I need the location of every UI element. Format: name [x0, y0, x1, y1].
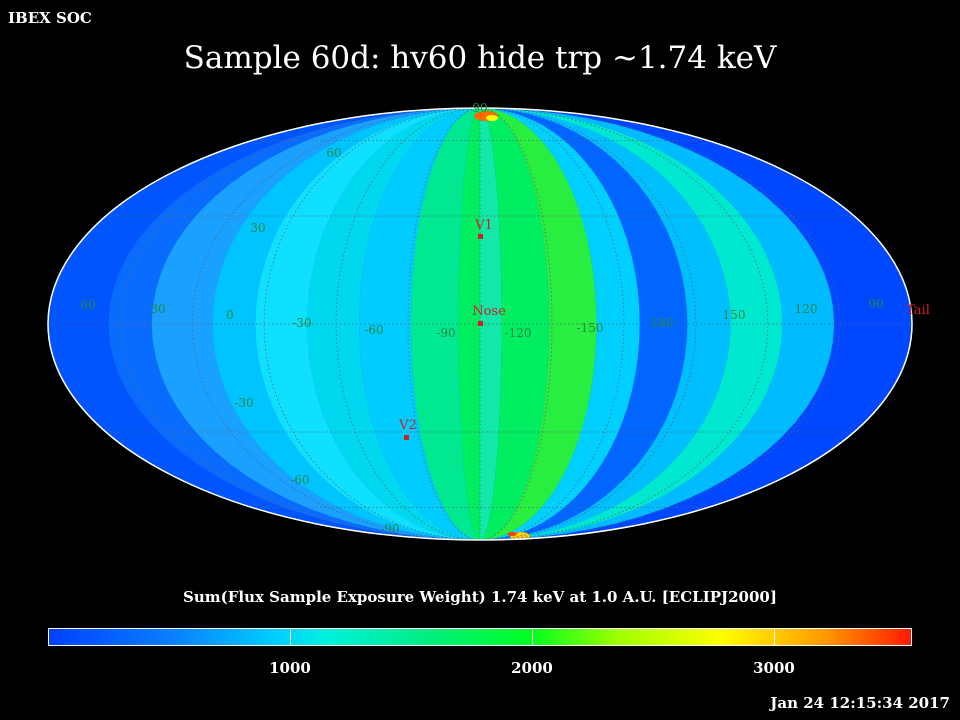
flux-band	[48, 108, 480, 540]
lon-label-neg150: -150	[577, 321, 604, 335]
colorbar	[48, 628, 912, 646]
lat-label-90: 90	[472, 101, 487, 115]
page-title: Sample 60d: hv60 hide trp ~1.74 keV	[183, 40, 777, 76]
lat-label-neg90: -90	[380, 522, 399, 536]
lon-label-30: 30	[150, 302, 165, 316]
colorbar-tick-1000	[290, 628, 291, 646]
flux-band	[480, 108, 597, 540]
flux-band	[480, 108, 835, 540]
lon-label-neg90: -90	[436, 326, 455, 340]
sky-map: 90 60 30 -30 -60 -90 60 30 0 -30 -60 -90…	[47, 101, 930, 541]
lat-label-neg30: -30	[234, 396, 253, 410]
flux-band	[480, 108, 731, 540]
flux-band	[151, 108, 480, 540]
flux-band	[359, 108, 480, 540]
colorbar-caption: Sum(Flux Sample Exposure Weight) 1.74 ke…	[183, 588, 777, 606]
flux-band	[480, 108, 640, 540]
flux-band	[480, 108, 550, 540]
colorbar-tick-2000	[532, 628, 533, 646]
lon-label-neg60: -60	[364, 323, 383, 337]
colorbar-tick-3000	[774, 628, 775, 646]
v2-label: V2	[398, 418, 417, 433]
lon-label-60: 60	[80, 298, 95, 312]
lon-label-180: 180	[651, 316, 674, 330]
lon-label-90: 90	[868, 297, 883, 311]
timestamp: Jan 24 12:15:34 2017	[770, 694, 950, 712]
lon-label-neg120: -120	[505, 326, 532, 340]
flux-band	[480, 108, 502, 540]
org-label: IBEX SOC	[8, 9, 92, 27]
nose-marker	[478, 321, 483, 326]
nose-label: Nose	[472, 304, 506, 319]
v2-marker	[404, 435, 409, 440]
meridian-line	[263, 108, 481, 540]
v1-marker	[478, 234, 483, 239]
colorbar-label-1000: 1000	[269, 659, 311, 677]
lat-label-neg60: -60	[290, 473, 309, 487]
map-outline	[47, 107, 913, 541]
lat-label-60: 60	[326, 146, 341, 160]
flux-band	[480, 108, 688, 540]
flux-band	[255, 108, 480, 540]
meridian-line	[479, 108, 697, 540]
colorbar-label-2000: 2000	[511, 659, 553, 677]
tail-label: Tail	[906, 303, 930, 318]
flux-bands	[48, 108, 912, 540]
lon-label-neg30: -30	[292, 316, 311, 330]
lat-label-30: 30	[250, 221, 265, 235]
lon-label-150: 150	[723, 308, 746, 322]
v1-label: V1	[474, 218, 493, 233]
colorbar-label-3000: 3000	[753, 659, 795, 677]
flux-band	[480, 108, 912, 540]
lon-label-120: 120	[795, 302, 818, 316]
lon-label-0: 0	[226, 308, 234, 322]
